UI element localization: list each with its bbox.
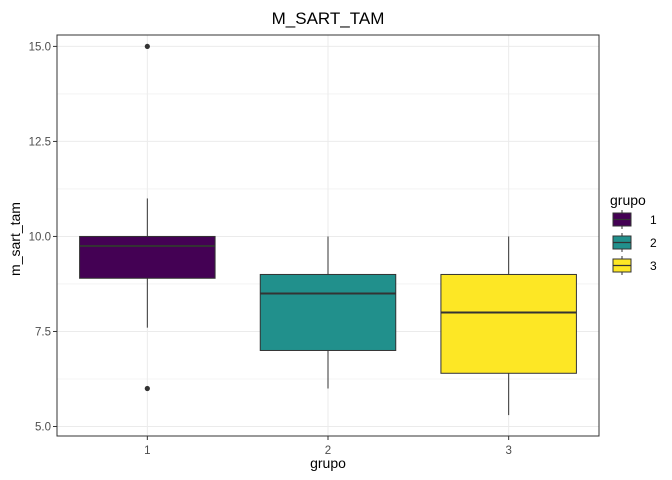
y-axis-title: m_sart_tam bbox=[7, 202, 23, 276]
legend-title: grupo bbox=[610, 192, 646, 208]
x-tick-label: 1 bbox=[144, 445, 150, 457]
legend: grupo 1 2 3 bbox=[610, 192, 657, 275]
box-1 bbox=[79, 235, 216, 279]
box-2 bbox=[259, 273, 397, 351]
x-tick-label: 2 bbox=[325, 445, 331, 457]
chart-title: M_SART_TAM bbox=[272, 9, 385, 28]
legend-label: 3 bbox=[650, 259, 657, 273]
outlier-point bbox=[144, 43, 150, 50]
x-axis-title: grupo bbox=[310, 455, 346, 471]
outlier-point bbox=[144, 385, 150, 392]
y-tick-label: 5.0 bbox=[35, 421, 51, 433]
y-tick-label: 7.5 bbox=[35, 326, 51, 338]
y-tick-label: 10.0 bbox=[29, 231, 51, 243]
legend-label: 1 bbox=[650, 213, 657, 227]
box-3 bbox=[440, 273, 577, 374]
y-tick-label: 12.5 bbox=[29, 136, 51, 148]
x-tick-label: 3 bbox=[505, 445, 511, 457]
plot-panel: 5.0 7.5 10.0 12.5 15.0 1 2 3 bbox=[29, 34, 600, 457]
y-tick-label: 15.0 bbox=[29, 41, 51, 53]
legend-label: 2 bbox=[650, 236, 657, 250]
